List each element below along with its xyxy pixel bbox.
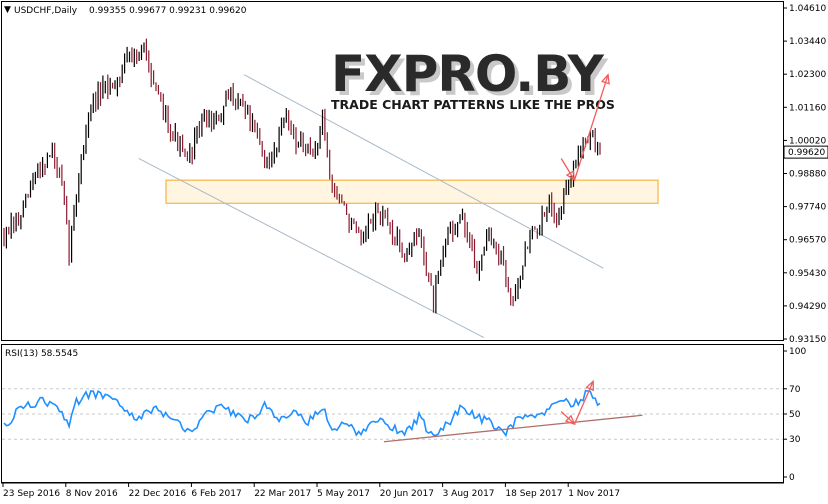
fxpro-logo: FXPRO.BY FXPRO.BY TRADE CHART PATTERNS L…	[331, 45, 615, 112]
price-tick-label: 1.01160	[789, 103, 826, 113]
price-tick-label: 0.97740	[789, 203, 826, 213]
price-tick-label: 1.00020	[789, 136, 826, 146]
logo-text-shadow: FXPRO.BY	[335, 49, 609, 107]
rsi-tick-label: 0	[789, 473, 795, 483]
last-price-box	[783, 145, 828, 159]
time-tick-label: 8 Nov 2016	[66, 489, 118, 499]
ohlc-label: 0.99355 0.99677 0.99231 0.99620	[89, 6, 247, 16]
rsi-arrow-down-head	[564, 414, 576, 426]
time-tick-label: 6 Feb 2017	[191, 489, 241, 499]
price-arrow-down-head	[565, 170, 576, 182]
time-tick-label: 23 Sep 2016	[3, 489, 60, 499]
symbol-label: USDCHF,Daily	[14, 6, 78, 16]
time-tick-label: 5 May 2017	[317, 489, 370, 499]
price-tick-label: 0.93150	[789, 335, 826, 345]
support-zone	[165, 179, 659, 204]
time-tick-label: 1 Nov 2017	[568, 489, 620, 499]
rsi-tick-label: 100	[789, 347, 806, 357]
time-tick-label: 18 Sep 2017	[505, 489, 562, 499]
price-tick-label: 1.04610	[789, 4, 826, 14]
rsi-arrow-up-head	[585, 379, 594, 392]
price-arrow-down-shaft	[560, 158, 576, 181]
logo-text: FXPRO.BY	[331, 45, 605, 103]
last-price-label: 0.99620	[788, 148, 825, 158]
rsi-tick-label: 70	[789, 385, 801, 395]
price-tick-label: 0.94290	[789, 302, 826, 312]
rsi-line	[3, 389, 601, 438]
rsi-arrow-down-shaft	[560, 411, 575, 425]
price-tick-label: 1.03440	[789, 37, 826, 47]
rsi-tick-label: 30	[789, 435, 801, 445]
time-tick-label: 22 Dec 2016	[129, 489, 187, 499]
rsi-tick-label: 50	[789, 410, 801, 420]
rsi-trendline	[383, 414, 643, 443]
channel-lower-line	[138, 158, 485, 338]
price-tick-label: 0.95430	[789, 269, 826, 279]
channel-upper-line	[243, 74, 604, 269]
time-tick-label: 3 Aug 2017	[443, 489, 495, 499]
time-tick-label: 20 Jun 2017	[380, 489, 434, 499]
rsi-header-label: RSI(13) 58.5545	[5, 349, 78, 359]
price-arrow-up-head	[600, 73, 610, 85]
price-arrow-up-shaft	[573, 74, 609, 181]
time-tick-label: 22 Mar 2017	[254, 489, 311, 499]
price-tick-label: 1.02300	[789, 70, 826, 80]
price-tick-label: 0.98880	[789, 170, 826, 180]
price-tick-label: 0.96570	[789, 236, 826, 246]
logo-tagline: TRADE CHART PATTERNS LIKE THE PROS	[331, 97, 615, 112]
dropdown-triangle-icon[interactable]: ▼	[4, 5, 11, 15]
